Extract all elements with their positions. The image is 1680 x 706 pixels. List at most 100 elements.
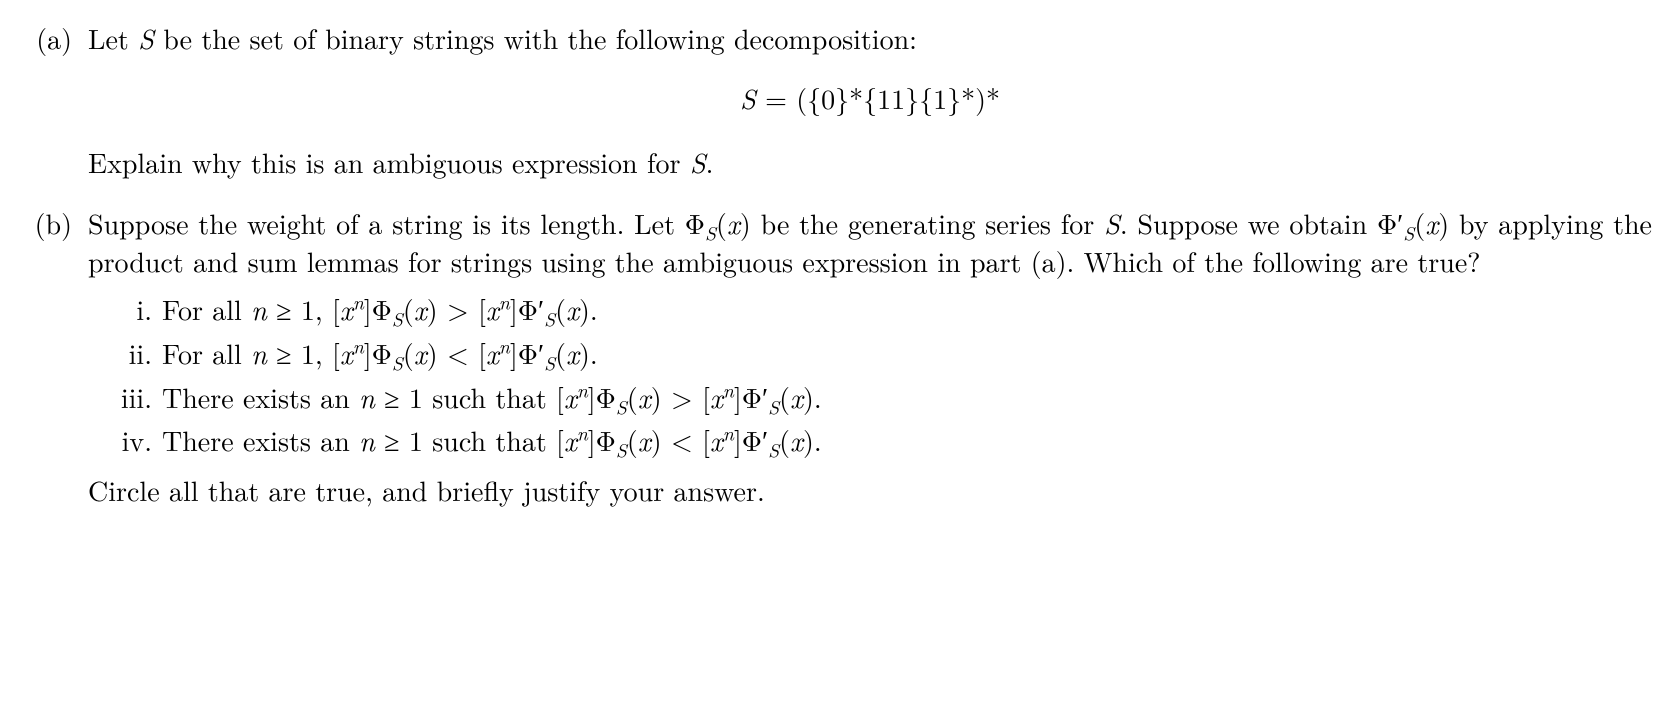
part-a-equation: S = ({0}*{11}{1}*)* (88, 80, 1652, 118)
list-item: iii.There exists an n ≥ 1 such that [xn]… (114, 379, 1652, 417)
item-text: For all n ≥ 1, [xn]ΦS(x) > [xn]Φ′S(x). (162, 291, 1652, 329)
var-x: x (414, 333, 427, 373)
x: x (727, 203, 740, 243)
item-number: iii. (114, 379, 162, 417)
bracket-close: ] (364, 333, 372, 373)
text: ≥ 1, (267, 333, 332, 373)
superscript: n (723, 419, 734, 447)
text: be the set of binary strings with the fo… (154, 18, 917, 58)
paren-open: ( (555, 333, 566, 373)
bracket-open: [ (556, 377, 564, 417)
relation: > (662, 377, 702, 417)
part-a-label: (a) (18, 20, 88, 191)
subscript: S (392, 305, 403, 333)
text: For all (162, 289, 251, 329)
phi: Φ (518, 333, 538, 373)
bracket-close: ] (510, 333, 518, 373)
var-S: S (138, 18, 154, 58)
superscript: n (499, 331, 510, 359)
part-b-items: i.For all n ≥ 1, [xn]ΦS(x) > [xn]Φ′S(x).… (88, 291, 1652, 460)
paren-open: ( (555, 289, 566, 329)
phi: Φ (596, 377, 616, 417)
phi: Φ (1377, 203, 1397, 243)
list-item: i.For all n ≥ 1, [xn]ΦS(x) > [xn]Φ′S(x). (114, 291, 1652, 329)
list-item: iv.There exists an n ≥ 1 such that [xn]Φ… (114, 422, 1652, 460)
var-n: n (251, 289, 267, 329)
relation: < (662, 420, 702, 460)
superscript: n (723, 375, 734, 403)
part-a-followup: Explain why this is an ambiguous express… (88, 144, 1652, 182)
text: ≥ 1, (267, 289, 332, 329)
paren-close-dot: ). (803, 420, 822, 460)
paren-close: ) (427, 333, 438, 373)
var-x: x (710, 420, 723, 460)
part-a: (a) Let S be the set of binary strings w… (18, 20, 1652, 191)
var-n: n (251, 333, 267, 373)
arg: ( (716, 203, 727, 243)
paren-close: ) (651, 377, 662, 417)
text: There exists an (162, 377, 359, 417)
list-item: ii.For all n ≥ 1, [xn]ΦS(x) < [xn]Φ′S(x)… (114, 335, 1652, 373)
text: Explain why this is an ambiguous express… (88, 142, 690, 182)
item-text: There exists an n ≥ 1 such that [xn]ΦS(x… (162, 379, 1652, 417)
paren-open: ( (779, 377, 790, 417)
item-number: ii. (114, 335, 162, 373)
text: Let (88, 18, 138, 58)
phi: Φ (742, 420, 762, 460)
paren-open: ( (403, 289, 414, 329)
var-S: S (1104, 203, 1120, 243)
bracket-open: [ (478, 289, 486, 329)
subscript: S (616, 392, 627, 420)
var-x: x (790, 377, 803, 417)
var-x: x (564, 420, 577, 460)
paren-close-dot: ). (579, 289, 598, 329)
paren-open: ( (403, 333, 414, 373)
text: ≥ 1 such that (375, 377, 556, 417)
var-n: n (359, 377, 375, 417)
text: There exists an (162, 420, 359, 460)
part-b-paragraph: Suppose the weight of a string is its le… (88, 205, 1652, 281)
item-text: For all n ≥ 1, [xn]ΦS(x) < [xn]Φ′S(x). (162, 335, 1652, 373)
var-x: x (340, 333, 353, 373)
paren-close-dot: ). (803, 377, 822, 417)
text: . (706, 142, 714, 182)
bracket-close: ] (364, 289, 372, 329)
x: x (1425, 203, 1438, 243)
var-x: x (638, 377, 651, 417)
text: Suppose the weight of a string is its le… (88, 203, 685, 243)
paren-close-dot: ). (579, 333, 598, 373)
relation: < (438, 333, 478, 373)
subscript: S (544, 305, 555, 333)
bracket-open: [ (556, 420, 564, 460)
var-x: x (790, 420, 803, 460)
paren-open: ( (779, 420, 790, 460)
phi: Φ (372, 333, 392, 373)
eq-equals: = (756, 78, 796, 118)
bracket-open: [ (332, 333, 340, 373)
phi: Φ (372, 289, 392, 329)
item-text: There exists an n ≥ 1 such that [xn]ΦS(x… (162, 422, 1652, 460)
paren-open: ( (627, 377, 638, 417)
text: ≥ 1 such that (375, 420, 556, 460)
bracket-close: ] (734, 377, 742, 417)
superscript: n (353, 288, 364, 316)
var-x: x (566, 289, 579, 329)
text: . Suppose we obtain (1120, 203, 1377, 243)
arg-close: ) (1438, 203, 1449, 243)
paren-close: ) (651, 420, 662, 460)
var-n: n (359, 420, 375, 460)
superscript: n (353, 331, 364, 359)
arg-close: ) (740, 203, 751, 243)
phi: Φ (685, 203, 705, 243)
bracket-close: ] (588, 420, 596, 460)
relation: > (438, 289, 478, 329)
part-a-intro: Let S be the set of binary strings with … (88, 20, 1652, 58)
subscript: S (768, 436, 779, 464)
part-b-body: Suppose the weight of a string is its le… (88, 205, 1652, 520)
subscript: S (544, 348, 555, 376)
text: For all (162, 333, 251, 373)
part-b: (b) Suppose the weight of a string is it… (18, 205, 1652, 520)
superscript: n (577, 419, 588, 447)
part-b-label: (b) (18, 205, 88, 520)
var-S: S (690, 142, 706, 182)
